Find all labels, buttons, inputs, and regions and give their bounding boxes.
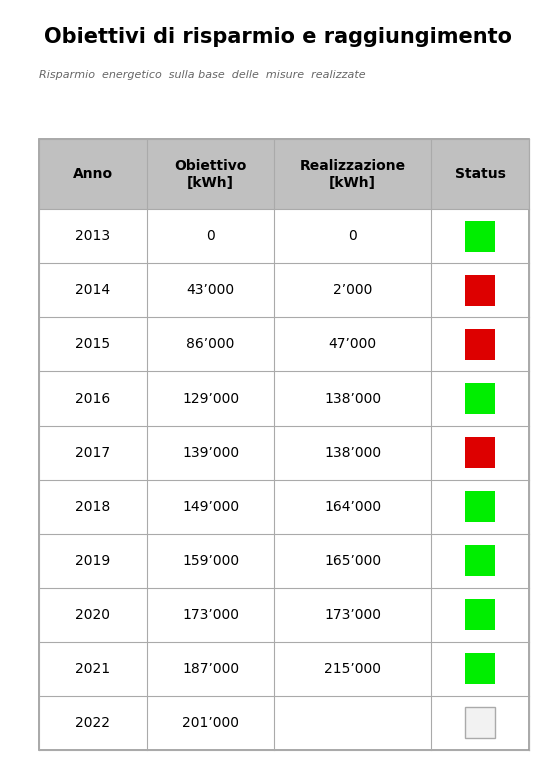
Text: 2021: 2021: [75, 662, 110, 676]
Bar: [465, 275, 496, 306]
Bar: [39, 139, 529, 750]
Bar: [465, 545, 496, 576]
Bar: [465, 599, 496, 630]
Text: 0: 0: [348, 230, 357, 243]
Text: 2022: 2022: [75, 716, 110, 730]
Text: 159’000: 159’000: [182, 553, 239, 567]
Bar: [39, 139, 529, 209]
Text: 138’000: 138’000: [324, 445, 381, 460]
Text: 2016: 2016: [75, 391, 110, 406]
Bar: [465, 438, 496, 468]
Text: 129’000: 129’000: [182, 391, 239, 406]
Text: 164’000: 164’000: [324, 499, 381, 513]
Text: Realizzazione
[kWh]: Realizzazione [kWh]: [300, 158, 405, 190]
Text: 2017: 2017: [75, 445, 110, 460]
Text: 2019: 2019: [75, 553, 110, 567]
Text: 139’000: 139’000: [182, 445, 239, 460]
Text: 2018: 2018: [75, 499, 110, 513]
Text: 201’000: 201’000: [182, 716, 239, 730]
Text: 2013: 2013: [75, 230, 110, 243]
Text: 43’000: 43’000: [187, 284, 234, 298]
Text: 138’000: 138’000: [324, 391, 381, 406]
Text: 2020: 2020: [75, 608, 110, 621]
Text: 215’000: 215’000: [324, 662, 381, 676]
Text: 173’000: 173’000: [324, 608, 381, 621]
Text: Anno: Anno: [73, 167, 113, 181]
Bar: [465, 329, 496, 359]
Text: 2’000: 2’000: [333, 284, 373, 298]
Bar: [465, 221, 496, 252]
Text: 2014: 2014: [75, 284, 110, 298]
Text: 173’000: 173’000: [182, 608, 239, 621]
Text: Status: Status: [455, 167, 506, 181]
Text: Risparmio  energetico  sulla base  delle  misure  realizzate: Risparmio energetico sulla base delle mi…: [39, 70, 365, 80]
Bar: [465, 707, 496, 738]
Text: 0: 0: [206, 230, 215, 243]
Text: 149’000: 149’000: [182, 499, 239, 513]
Text: Obiettivo
[kWh]: Obiettivo [kWh]: [174, 158, 247, 190]
Bar: [465, 492, 496, 522]
Text: 165’000: 165’000: [324, 553, 381, 567]
Text: 187’000: 187’000: [182, 662, 239, 676]
Text: 47’000: 47’000: [329, 338, 377, 352]
Text: 86’000: 86’000: [187, 338, 234, 352]
Text: Obiettivi di risparmio e raggiungimento: Obiettivi di risparmio e raggiungimento: [45, 27, 512, 47]
Bar: [465, 383, 496, 414]
Text: 2015: 2015: [75, 338, 110, 352]
Bar: [465, 653, 496, 684]
